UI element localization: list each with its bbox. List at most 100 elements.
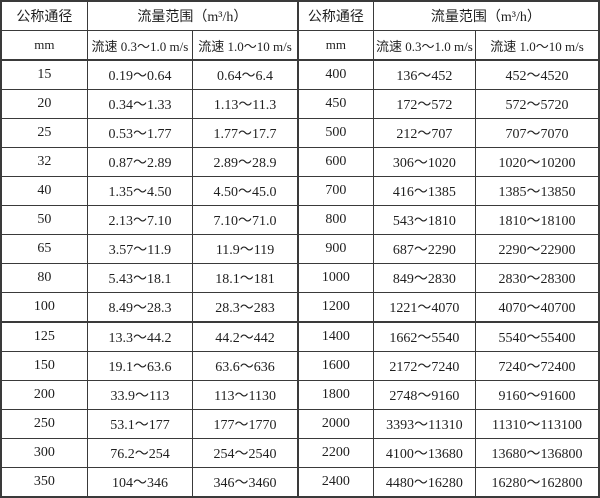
dn-cell: 900 <box>296 234 374 264</box>
flow-low-cell: 2.13～7.10 <box>86 205 194 235</box>
flow-low-cell: 306～1020 <box>372 147 477 177</box>
flow-high-cell: 113～1130 <box>192 380 299 410</box>
table-row: 200 33.9～113 113～1130 1800 2748～9160 9160～916… <box>0 380 600 410</box>
dn-cell: 450 <box>296 89 374 119</box>
dn-cell: 25 <box>0 118 88 148</box>
flow-high-cell: 11.9～119 <box>192 234 299 264</box>
header-diameter-right: 公称通径 <box>296 0 374 31</box>
flow-high-cell: 11310～113100 <box>475 409 600 439</box>
dn-cell: 32 <box>0 147 88 177</box>
flow-high-cell: 13680～136800 <box>475 438 600 468</box>
dn-cell: 700 <box>296 176 374 206</box>
flow-low-cell: 0.34～1.33 <box>86 89 194 119</box>
dn-cell: 200 <box>0 380 88 410</box>
flow-low-cell: 136～452 <box>372 59 477 90</box>
flow-high-cell: 1810～18100 <box>475 205 600 235</box>
flow-high-cell: 2.89～28.9 <box>192 147 299 177</box>
header-unit-left: mm <box>0 30 88 61</box>
flow-low-cell: 13.3～44.2 <box>86 321 194 352</box>
flow-high-cell: 1.13～11.3 <box>192 89 299 119</box>
dn-cell: 125 <box>0 321 88 352</box>
flow-low-cell: 687～2290 <box>372 234 477 264</box>
flow-high-cell: 572～5720 <box>475 89 600 119</box>
dn-cell: 50 <box>0 205 88 235</box>
dn-cell: 1000 <box>296 263 374 293</box>
flow-high-cell: 1385～13850 <box>475 176 600 206</box>
flow-high-cell: 18.1～181 <box>192 263 299 293</box>
table-row: 350 104～346 346～3460 2400 4480～16280 16280～16… <box>0 467 600 498</box>
header-speed-high-left: 流速 1.0～10 m/s <box>192 30 299 61</box>
flow-high-cell: 5540～55400 <box>475 321 600 352</box>
flow-high-cell: 452～4520 <box>475 59 600 90</box>
flow-high-cell: 707～7070 <box>475 118 600 148</box>
flow-low-cell: 104～346 <box>86 467 194 498</box>
flow-high-cell: 4.50～45.0 <box>192 176 299 206</box>
flow-low-cell: 1221～4070 <box>372 292 477 323</box>
dn-cell: 1400 <box>296 321 374 352</box>
header-flow-range-right: 流量范围（m³/h） <box>372 0 600 31</box>
flow-low-cell: 3.57～11.9 <box>86 234 194 264</box>
flow-low-cell: 0.87～2.89 <box>86 147 194 177</box>
dn-cell: 1600 <box>296 351 374 381</box>
dn-cell: 2400 <box>296 467 374 498</box>
table-row: 15 0.19～0.64 0.64～6.4 400 136～452 452～4520 <box>0 59 600 90</box>
dn-cell: 150 <box>0 351 88 381</box>
flow-high-cell: 254～2540 <box>192 438 299 468</box>
table-row: 65 3.57～11.9 11.9～119 900 687～2290 2290～22900 <box>0 234 600 264</box>
dn-cell: 1800 <box>296 380 374 410</box>
flow-low-cell: 1.35～4.50 <box>86 176 194 206</box>
table-header: 公称通径 流量范围（m³/h） 公称通径 流量范围（m³/h） mm 流速 0.… <box>0 0 600 61</box>
flow-low-cell: 8.49～28.3 <box>86 292 194 323</box>
dn-cell: 15 <box>0 59 88 90</box>
flow-high-cell: 1.77～17.7 <box>192 118 299 148</box>
flow-low-cell: 76.2～254 <box>86 438 194 468</box>
table-row: 80 5.43～18.1 18.1～181 1000 849～2830 2830～2830… <box>0 263 600 293</box>
header-speed-high-right: 流速 1.0～10 m/s <box>475 30 600 61</box>
dn-cell: 800 <box>296 205 374 235</box>
dn-cell: 500 <box>296 118 374 148</box>
table-body: 15 0.19～0.64 0.64～6.4 400 136～452 452～4520 20 0… <box>0 59 600 498</box>
header-row-units: mm 流速 0.3～1.0 m/s 流速 1.0～10 m/s mm 流速 0.… <box>0 30 600 61</box>
dn-cell: 80 <box>0 263 88 293</box>
table-row: 40 1.35～4.50 4.50～45.0 700 416～1385 1385～1385… <box>0 176 600 206</box>
dn-cell: 65 <box>0 234 88 264</box>
flow-low-cell: 53.1～177 <box>86 409 194 439</box>
dn-cell: 350 <box>0 467 88 498</box>
flow-high-cell: 1020～10200 <box>475 147 600 177</box>
table-row: 150 19.1～63.6 63.6～636 1600 2172～7240 7240～72… <box>0 351 600 381</box>
flow-high-cell: 2290～22900 <box>475 234 600 264</box>
table-row: 100 8.49～28.3 28.3～283 1200 1221～4070 4070～40… <box>0 292 600 323</box>
flow-low-cell: 19.1～63.6 <box>86 351 194 381</box>
flow-low-cell: 212～707 <box>372 118 477 148</box>
flow-high-cell: 16280～162800 <box>475 467 600 498</box>
flow-low-cell: 4100～13680 <box>372 438 477 468</box>
flow-low-cell: 33.9～113 <box>86 380 194 410</box>
dn-cell: 2000 <box>296 409 374 439</box>
flow-low-cell: 5.43～18.1 <box>86 263 194 293</box>
dn-cell: 100 <box>0 292 88 323</box>
flow-low-cell: 3393～11310 <box>372 409 477 439</box>
dn-cell: 400 <box>296 59 374 90</box>
flow-low-cell: 0.19～0.64 <box>86 59 194 90</box>
header-flow-range-left: 流量范围（m³/h） <box>86 0 299 31</box>
table-row: 250 53.1～177 177～1770 2000 3393～11310 11310～1… <box>0 409 600 439</box>
flow-low-cell: 543～1810 <box>372 205 477 235</box>
flow-high-cell: 7240～72400 <box>475 351 600 381</box>
flow-low-cell: 416～1385 <box>372 176 477 206</box>
table-row: 50 2.13～7.10 7.10～71.0 800 543～1810 1810～1810… <box>0 205 600 235</box>
header-unit-right: mm <box>296 30 374 61</box>
flow-high-cell: 44.2～442 <box>192 321 299 352</box>
dn-cell: 2200 <box>296 438 374 468</box>
flow-high-cell: 346～3460 <box>192 467 299 498</box>
dn-cell: 600 <box>296 147 374 177</box>
flow-low-cell: 2748～9160 <box>372 380 477 410</box>
header-speed-low-right: 流速 0.3～1.0 m/s <box>372 30 477 61</box>
table-row: 25 0.53～1.77 1.77～17.7 500 212～707 707～7070 <box>0 118 600 148</box>
flow-low-cell: 172～572 <box>372 89 477 119</box>
header-speed-low-left: 流速 0.3～1.0 m/s <box>86 30 194 61</box>
flow-high-cell: 63.6～636 <box>192 351 299 381</box>
table-row: 20 0.34～1.33 1.13～11.3 450 172～572 572～5720 <box>0 89 600 119</box>
flow-high-cell: 177～1770 <box>192 409 299 439</box>
flow-high-cell: 9160～91600 <box>475 380 600 410</box>
table-row: 300 76.2～254 254～2540 2200 4100～13680 13680～1… <box>0 438 600 468</box>
